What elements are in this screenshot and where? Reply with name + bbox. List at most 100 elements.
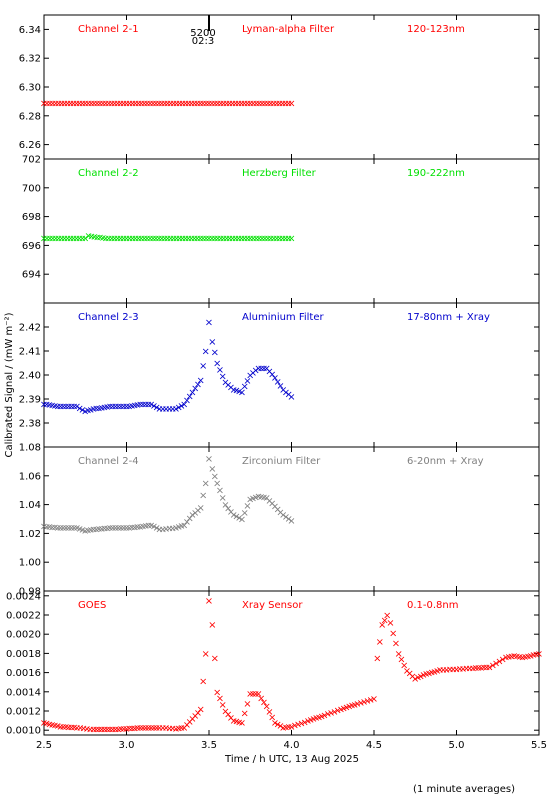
data-point-interp: × [284, 98, 292, 109]
data-point: × [184, 234, 192, 245]
panel-filter-label: Xray Sensor [242, 600, 303, 611]
data-point: × [205, 596, 213, 607]
data-point-interp: × [45, 522, 53, 533]
data-point: × [106, 523, 114, 534]
data-point-interp: × [211, 234, 219, 245]
data-point-interp: × [529, 650, 537, 661]
data-point-interp: × [142, 521, 150, 532]
data-point: × [238, 515, 246, 526]
data-point-interp: × [117, 402, 125, 413]
panel-channel-label: GOES [78, 600, 106, 611]
x-tick-label: 5.5 [531, 740, 547, 751]
data-point-interp: × [495, 657, 503, 668]
data-point-interp: × [264, 234, 272, 245]
data-point-interp: × [93, 232, 101, 243]
data-point-interp: × [417, 671, 425, 682]
x-axis: 2.5 3.0 3.5 4.0 4.5 5.0 5.5 [36, 740, 547, 751]
data-point-interp: × [190, 98, 198, 109]
data-point-interp: × [235, 717, 243, 728]
data-point-interp: × [334, 706, 342, 717]
data-point-interp: × [136, 723, 144, 734]
data-point: × [40, 718, 48, 729]
data-point-interp: × [78, 234, 86, 245]
data-point-interp: × [116, 234, 124, 245]
data-point-interp: × [169, 234, 177, 245]
data-point: × [213, 479, 221, 490]
data-point-interp: × [187, 234, 195, 245]
data-point-interp: × [232, 512, 240, 523]
data-point: × [84, 231, 92, 242]
data-point-interp: × [433, 666, 441, 677]
data-point-interp: × [78, 525, 86, 536]
data-point-interp: × [63, 98, 71, 109]
data-point: × [180, 723, 188, 734]
data-point-interp: × [232, 386, 240, 397]
y-tick-label: 1.00 [19, 558, 41, 569]
data-point-interp: × [153, 723, 161, 734]
data-point-interp: × [113, 98, 121, 109]
data-point-interp: × [87, 525, 95, 536]
data-point-interp: × [282, 387, 290, 398]
data-point-interp: × [54, 523, 62, 534]
data-point-interp: × [57, 98, 65, 109]
data-point-interp: × [99, 98, 107, 109]
data-point: × [106, 402, 114, 413]
data-point-interp: × [202, 98, 210, 109]
y-tick-label: 0.0012 [6, 707, 41, 718]
data-point-interp: × [72, 234, 80, 245]
panel-2: 694 696 698 700 702 Channel 2-2 Herzberg Filte… [22, 155, 540, 304]
data-point: × [267, 234, 275, 245]
data-point-interp: × [216, 694, 224, 705]
y-tick-label: 1.02 [19, 529, 41, 540]
data-point-interp: × [219, 700, 227, 711]
data-point-interp: × [54, 401, 62, 412]
data-point: × [230, 510, 238, 521]
data-point-interp: × [196, 98, 204, 109]
data-point-interp: × [45, 400, 53, 411]
data-point-interp: × [54, 721, 62, 732]
data-point-interp: × [95, 403, 103, 414]
data-point: × [254, 689, 262, 700]
data-point-interp: × [276, 234, 284, 245]
y-tick-label: 2.39 [19, 395, 41, 406]
data-point-interp: × [252, 366, 260, 377]
data-point-interp: × [114, 523, 122, 534]
data-point-interp: × [190, 234, 198, 245]
data-point-interp: × [128, 234, 136, 245]
data-point-interp: × [133, 400, 141, 411]
data-point-interp: × [276, 721, 284, 732]
data-point-interp: × [284, 234, 292, 245]
x-tick-label: 4.0 [284, 740, 300, 751]
panel-frame [43, 14, 540, 160]
data-point: × [40, 399, 48, 410]
data-point: × [155, 723, 163, 734]
data-point: × [60, 98, 68, 109]
data-point-interp: × [258, 98, 266, 109]
data-point-interp: × [75, 234, 83, 245]
data-point-interp: × [183, 517, 191, 528]
data-point-interp: × [224, 380, 232, 391]
data-point-interp: × [52, 98, 60, 109]
data-point: × [221, 707, 229, 718]
data-point: × [225, 98, 233, 109]
data-point-interp: × [274, 504, 282, 515]
panel-channel-label: Channel 2-3 [78, 312, 139, 323]
data-point-interp: × [199, 234, 207, 245]
data-point-interp: × [66, 98, 74, 109]
data-point-interp: × [43, 234, 51, 245]
data-point-interp: × [252, 98, 260, 109]
data-point-interp: × [83, 724, 91, 735]
data-point-interp: × [191, 383, 199, 394]
data-point-interp: × [133, 723, 141, 734]
y-tick-label: 694 [22, 270, 41, 281]
data-point-interp: × [96, 233, 104, 244]
data-point-interp: × [45, 719, 53, 730]
data-point: × [267, 98, 275, 109]
data-point: × [287, 234, 295, 245]
data-point-interp: × [162, 404, 170, 415]
data-point-interp: × [265, 707, 273, 718]
panel-frame [43, 302, 540, 448]
data-point-interp: × [48, 720, 56, 731]
y-tick-label: 0.0016 [6, 668, 41, 679]
data-point-interp: × [128, 401, 136, 412]
